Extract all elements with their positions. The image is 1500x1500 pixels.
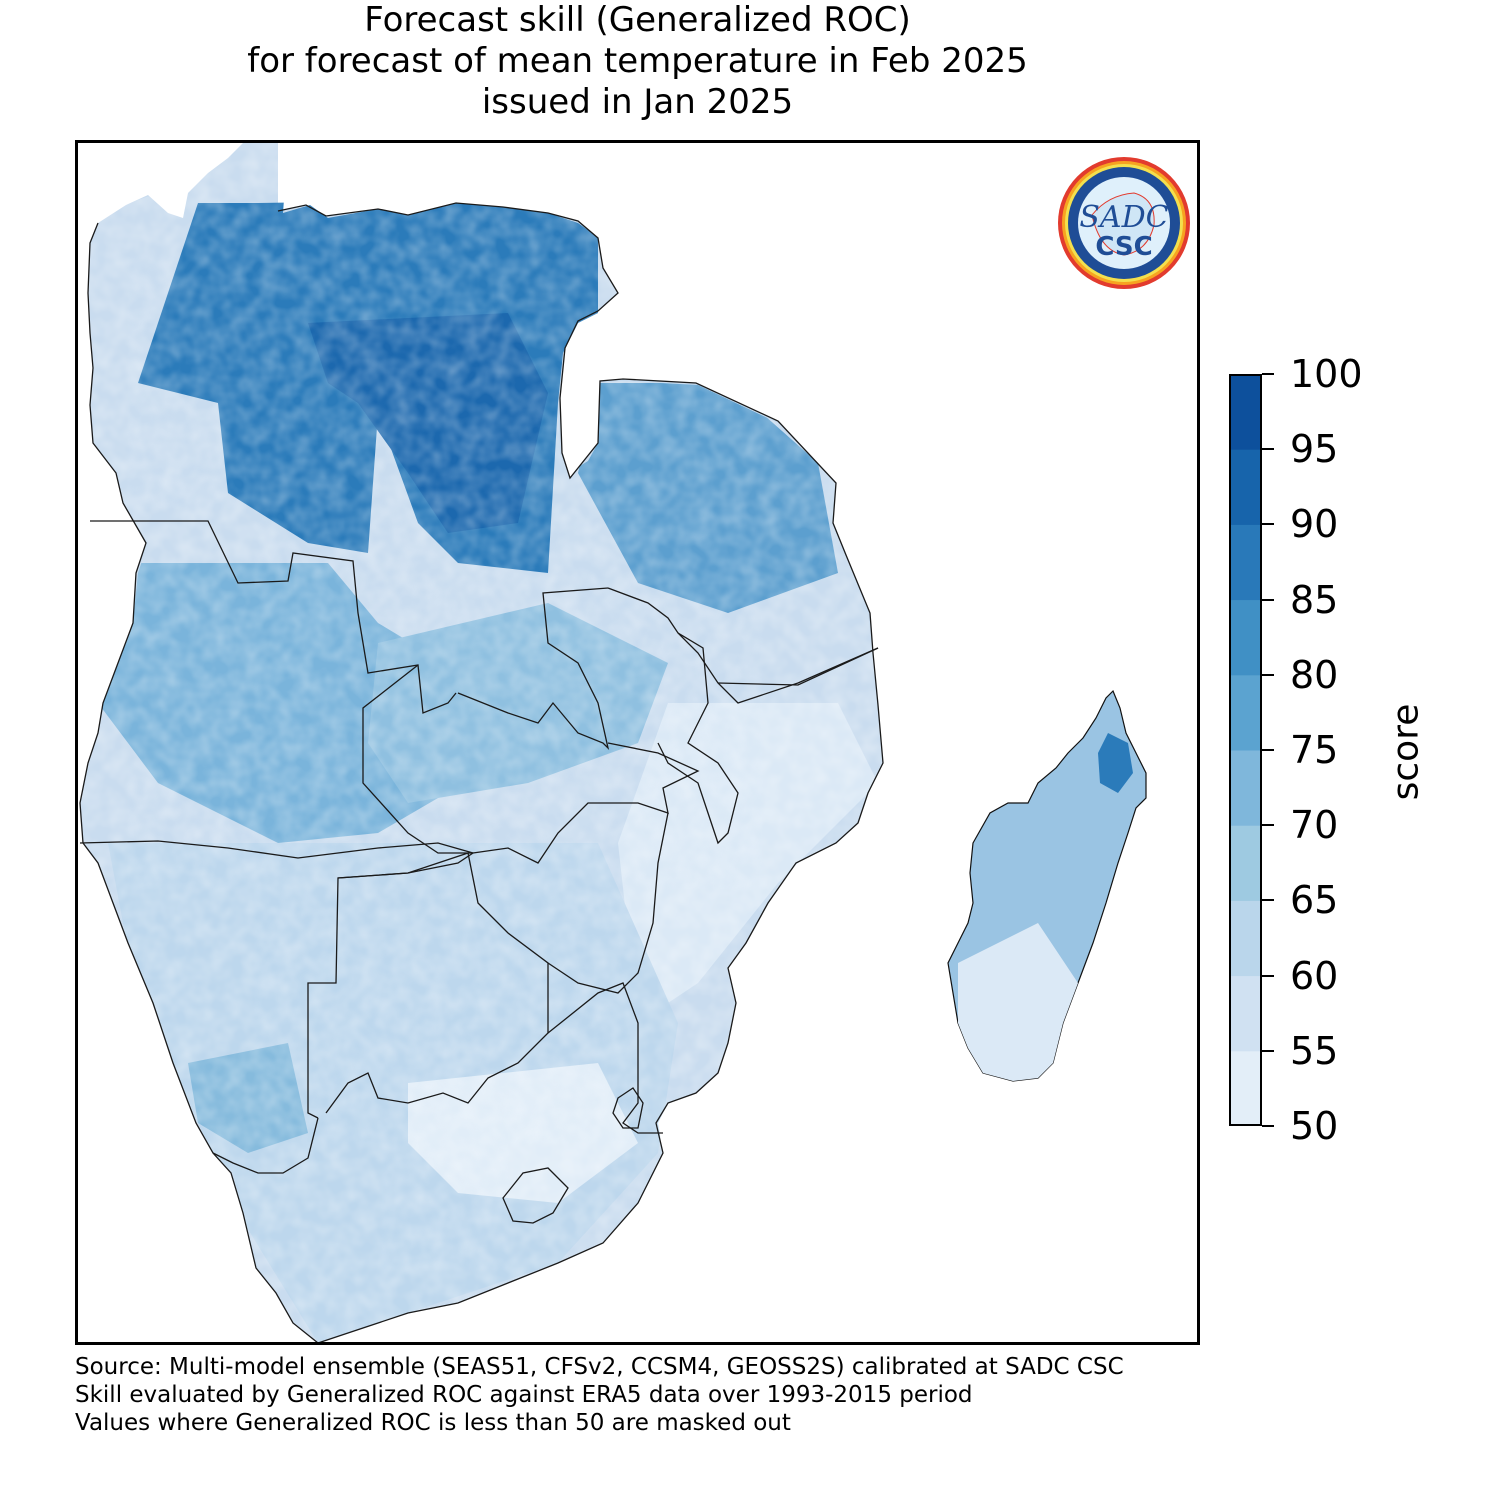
- colorbar-tick-label: 95: [1290, 427, 1339, 472]
- border-lesotho: [502, 1167, 569, 1224]
- colorbar-tick-label: 85: [1290, 577, 1339, 622]
- colorbar: [1229, 374, 1262, 1126]
- colorbar-tick: [1262, 523, 1274, 526]
- colorbar-tick: [1262, 824, 1274, 827]
- border-angola-zambia: [362, 664, 473, 854]
- colorbar-tick: [1262, 598, 1274, 601]
- colorbar-tick-label: 50: [1290, 1104, 1339, 1148]
- border-south-africa-north: [547, 982, 663, 1134]
- border-mozambique-north: [717, 647, 879, 686]
- colorbar-segment: [1229, 1050, 1262, 1126]
- title-line-2: for forecast of mean temperature in Feb …: [247, 41, 1028, 81]
- title-line-3: issued in Jan 2025: [481, 82, 794, 122]
- colorbar-label: score: [1385, 703, 1427, 801]
- colorbar-tick: [1262, 448, 1274, 451]
- colorbar-tick-label: 75: [1290, 728, 1339, 772]
- colorbar-segment: [1229, 449, 1262, 525]
- title-line-1: Forecast skill (Generalized ROC): [364, 0, 911, 40]
- madagascar-south-light: [958, 923, 1078, 1081]
- map-svg: [79, 143, 1147, 1342]
- colorbar-tick: [1262, 373, 1274, 375]
- border-tanzania-south: [607, 587, 879, 704]
- mainland-coastline: [79, 202, 884, 1342]
- border-malawi: [657, 632, 739, 845]
- source-line-2: Skill evaluated by Generalized ROC again…: [75, 1382, 973, 1408]
- colorbar-tick-label: 100: [1290, 352, 1363, 396]
- border-namibia: [79, 840, 475, 1119]
- colorbar-tick-label: 65: [1290, 878, 1339, 923]
- colorbar-tick-label: 55: [1290, 1028, 1339, 1073]
- colorbar-tick: [1262, 1049, 1274, 1052]
- colorbar-tick: [1262, 1125, 1274, 1127]
- colorbar-segment: [1229, 374, 1262, 450]
- colorbar-tick-label: 80: [1290, 652, 1339, 697]
- logo-csc-text: CSC: [1095, 232, 1152, 262]
- skill-shading: [80, 143, 883, 1342]
- border-angola-drc: [90, 520, 457, 714]
- sadc-csc-logo: SADC CSC: [1058, 157, 1190, 289]
- colorbar-tick-label: 90: [1290, 502, 1339, 547]
- colorbar-segment: [1229, 674, 1262, 751]
- colorbar-segment: [1229, 599, 1262, 676]
- colorbar-segment: [1229, 524, 1262, 601]
- colorbar-segment: [1229, 975, 1262, 1052]
- colorbar-segment: [1229, 750, 1262, 826]
- madagascar-north-dark: [1098, 733, 1133, 793]
- source-line-1: Source: Multi-model ensemble (SEAS51, CF…: [75, 1354, 1124, 1380]
- colorbar-tick: [1262, 974, 1274, 977]
- chart-title: Forecast skill (Generalized ROC) for for…: [75, 0, 1200, 123]
- colorbar-tick: [1262, 673, 1274, 676]
- source-line-3: Values where Generalized ROC is less tha…: [75, 1410, 791, 1436]
- logo-sadc-text: SADC: [1079, 200, 1168, 235]
- madagascar: [947, 689, 1147, 1082]
- colorbar-segment: [1229, 900, 1262, 977]
- colorbar-tick-label: 60: [1290, 953, 1339, 998]
- border-zambia-zimbabwe: [472, 742, 700, 864]
- country-borders: [79, 202, 884, 1342]
- border-drc-zambia: [457, 587, 610, 751]
- source-notes: Source: Multi-model ensemble (SEAS51, CF…: [75, 1353, 1124, 1437]
- border-eswatini: [612, 1087, 644, 1129]
- border-namibia-southafrica: [212, 1117, 319, 1174]
- colorbar-tick: [1262, 899, 1274, 902]
- border-zimbabwe-mozambique: [547, 812, 669, 994]
- map-panel: SADC CSC: [75, 140, 1200, 1345]
- colorbar-tick-label: 70: [1290, 803, 1339, 848]
- colorbar-segment: [1229, 825, 1262, 901]
- border-botswana: [325, 852, 549, 1114]
- colorbar-tick: [1262, 749, 1274, 751]
